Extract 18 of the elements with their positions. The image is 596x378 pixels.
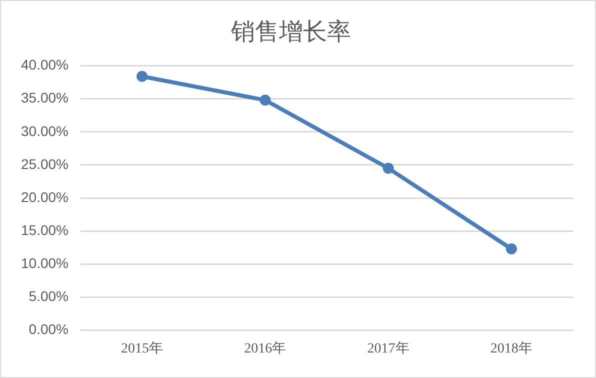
y-tick-label: 25.00% (21, 156, 68, 172)
x-tick-label: 2017年 (367, 340, 410, 356)
point (260, 94, 271, 106)
y-tick-label: 35.00% (21, 90, 68, 106)
x-tick-label: 2015年 (121, 340, 164, 356)
y-tick-label: 15.00% (21, 222, 68, 238)
point (506, 243, 517, 254)
point (382, 162, 394, 174)
y-tick-label: 40.00% (21, 56, 68, 73)
x-tick-label: 2016年 (244, 340, 286, 356)
x-tick-label: 2018年 (490, 340, 532, 356)
y-tick-label: 20.00% (21, 188, 68, 205)
chart-title: 销售增长率 (230, 18, 351, 46)
y-tick-label: 5.00% (28, 288, 68, 304)
point (136, 70, 148, 82)
y-tick-label: 30.00% (21, 122, 68, 139)
y-tick-label: 10.00% (21, 254, 68, 271)
y-tick-label: 0.00% (28, 321, 68, 338)
